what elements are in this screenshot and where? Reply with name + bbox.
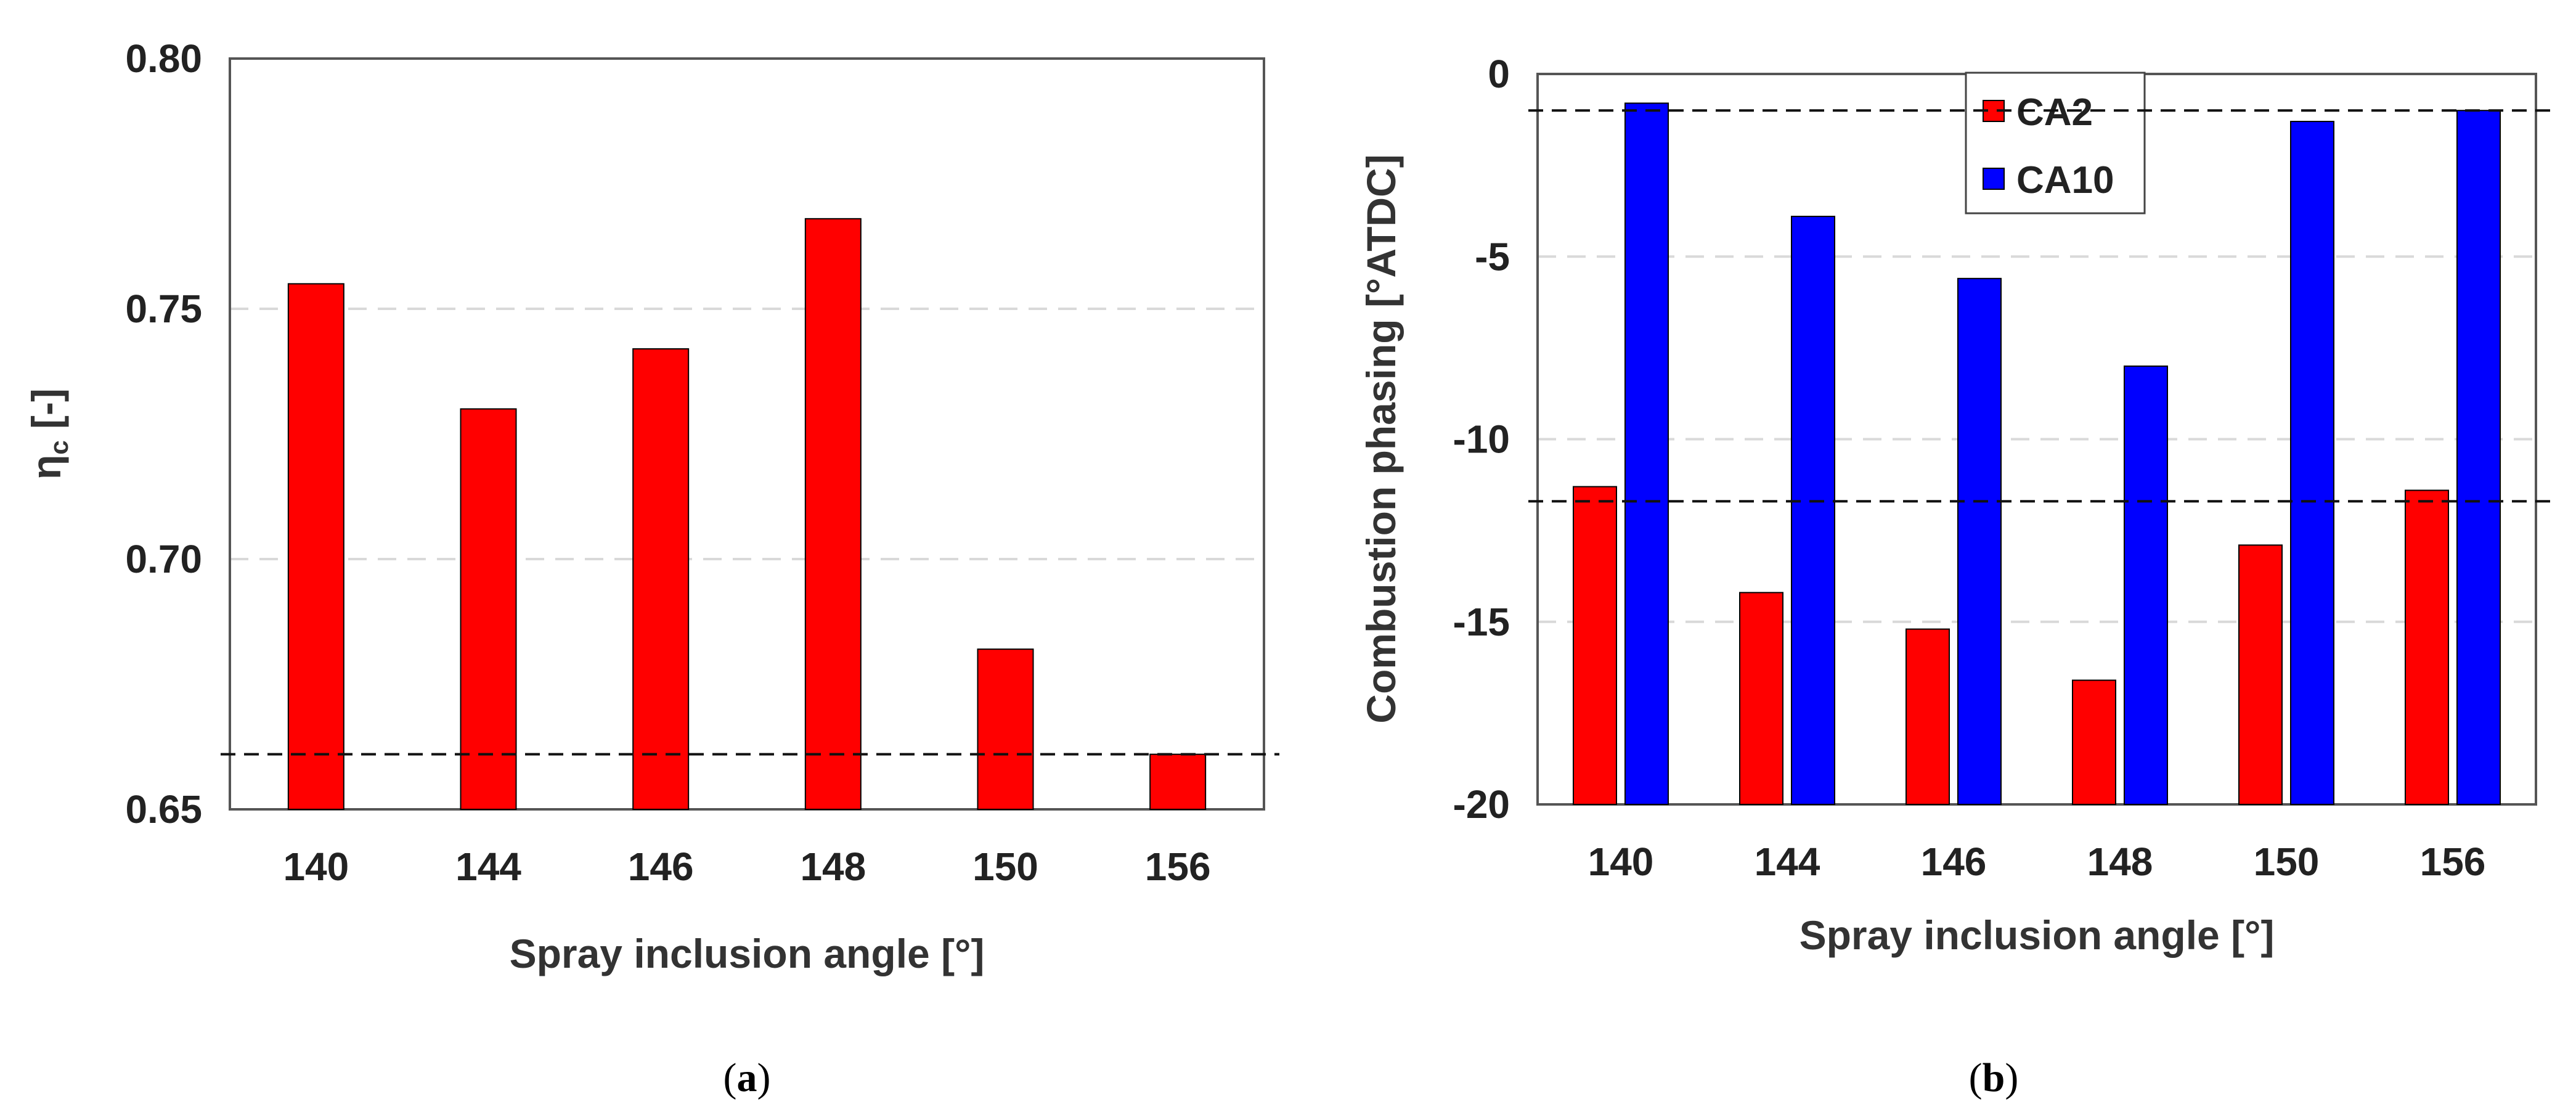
chart-b-bar-ca10-150 xyxy=(2290,121,2334,805)
chart-a-x-tick-labels: 140 144 146 148 150 156 xyxy=(283,844,1210,889)
chart-b-x-tick-label: 146 xyxy=(1921,840,1987,884)
chart-b-x-tick-label: 140 xyxy=(1588,840,1654,884)
chart-b-x-tick-labels: 140 144 146 148 150 156 xyxy=(1588,840,2486,884)
chart-b-bar-ca2-146 xyxy=(1906,628,1950,805)
chart-a-plot-frame xyxy=(229,57,1265,811)
chart-a-y-axis-subscript: c xyxy=(44,440,73,454)
chart-b-x-tick-label: 148 xyxy=(2087,840,2153,884)
chart-b-y-tick-label: -10 xyxy=(1453,417,1510,462)
chart-b-bar-ca10-148 xyxy=(2124,366,2168,805)
chart-a-y-axis-title: ηc [-] xyxy=(23,388,73,480)
caption-a: (a) xyxy=(723,1055,771,1100)
chart-b-bar-ca10-140 xyxy=(1624,102,1669,805)
chart-b-legend: CA2 CA10 xyxy=(1965,72,2146,215)
chart-a-y-axis-unit: [-] xyxy=(23,388,69,440)
chart-b-gridlines xyxy=(1538,255,2536,623)
chart-b-bar-ca2-150 xyxy=(2238,544,2283,805)
chart-b-bar-ca2-144 xyxy=(1739,592,1783,805)
chart-panel-b: CA2 CA10 -20 -15 -10 -5 0 140 144 146 148 150 156… xyxy=(1358,52,2551,1100)
caption-a-letter: a xyxy=(737,1055,757,1100)
chart-b-y-tick-label: 0 xyxy=(1488,52,1510,96)
chart-a-x-tick-label: 146 xyxy=(628,844,694,889)
caption-b: (b) xyxy=(1969,1055,2019,1100)
legend-label-ca2: CA2 xyxy=(2016,91,2093,134)
chart-a-y-axis-symbol: η xyxy=(23,455,69,480)
chart-b-y-tick-label: -20 xyxy=(1453,782,1510,827)
chart-a-gridlines xyxy=(230,308,1264,560)
legend-label-ca10: CA10 xyxy=(2016,159,2114,202)
chart-b-bar-ca2-140 xyxy=(1573,486,1617,805)
chart-b-y-tick-label: -15 xyxy=(1453,600,1510,644)
chart-a-x-tick-label: 148 xyxy=(800,844,866,889)
chart-b-bar-ca10-146 xyxy=(1957,277,2002,805)
chart-b-y-tick-label: -5 xyxy=(1475,234,1510,279)
caption-b-letter: b xyxy=(1983,1055,2005,1100)
chart-a-bar-c-144 xyxy=(460,408,517,810)
chart-b-x-axis-title: Spray inclusion angle [°] xyxy=(1800,912,2275,958)
legend-swatch-ca10 xyxy=(1983,168,2005,190)
chart-b-y-axis-title: Combustion phasing [°ATDC] xyxy=(1358,154,1404,723)
chart-a-x-tick-label: 156 xyxy=(1145,844,1211,889)
chart-b-bar-ca2-156 xyxy=(2405,489,2449,805)
chart-b-bar-ca2-148 xyxy=(2072,679,2116,806)
chart-a-bar-c-140 xyxy=(287,283,344,810)
chart-b-bar-ca10-144 xyxy=(1791,216,1835,805)
chart-panel-a: 0.65 0.70 0.75 0.80 140 144 146 148 150 156 Spra… xyxy=(23,36,1279,1100)
chart-b-bar-ca10-156 xyxy=(2456,110,2501,805)
chart-b-x-tick-label: 144 xyxy=(1755,840,1820,884)
chart-a-x-axis-title: Spray inclusion angle [°] xyxy=(510,931,985,976)
chart-a-bar-c-150 xyxy=(977,648,1034,811)
chart-a-bar-c-148 xyxy=(804,218,862,810)
chart-a-bar-c-146 xyxy=(632,348,690,810)
chart-a-bar-c-156 xyxy=(1149,753,1207,811)
chart-a-x-tick-label: 150 xyxy=(972,844,1038,889)
chart-a-y-tick-label: 0.80 xyxy=(125,36,202,81)
chart-a-y-tick-label: 0.70 xyxy=(125,537,202,581)
chart-b-x-tick-label: 156 xyxy=(2420,840,2486,884)
chart-a-y-tick-label: 0.75 xyxy=(125,287,202,331)
chart-a-bars xyxy=(287,218,1207,811)
chart-a-y-tick-label: 0.65 xyxy=(125,787,202,832)
chart-a-x-tick-label: 144 xyxy=(455,844,521,889)
chart-b-bars xyxy=(1573,102,2501,806)
chart-b-y-tick-labels: -20 -15 -10 -5 0 xyxy=(1453,52,1510,827)
chart-b-reference-lines xyxy=(1528,109,2551,503)
chart-b-x-tick-label: 150 xyxy=(2254,840,2320,884)
chart-a-x-tick-label: 140 xyxy=(283,844,349,889)
chart-a-y-tick-labels: 0.65 0.70 0.75 0.80 xyxy=(125,36,202,832)
